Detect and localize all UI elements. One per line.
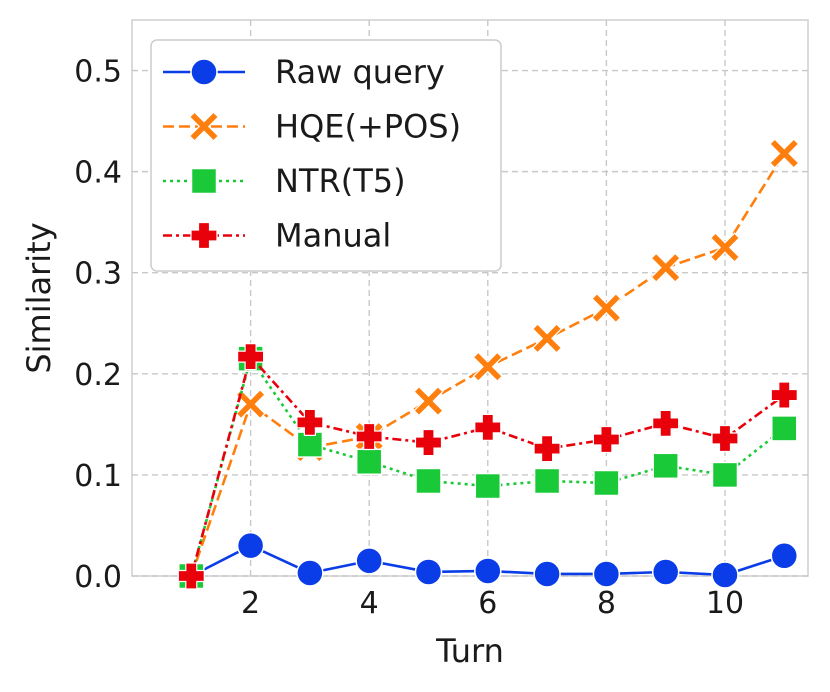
data-point [709, 232, 741, 263]
data-point [355, 422, 383, 451]
data-point [472, 351, 503, 382]
data-point [770, 542, 799, 570]
legend-marker [190, 167, 218, 195]
data-point [711, 424, 739, 453]
data-point [592, 560, 621, 588]
data-point [533, 435, 561, 463]
data-point [711, 461, 739, 489]
legend-label: NTR(T5) [275, 162, 406, 200]
y-axis-label: Similarity [20, 222, 58, 373]
x-tick-label: 10 [706, 586, 744, 621]
data-point [355, 547, 383, 575]
data-point [474, 413, 502, 441]
data-point [296, 408, 324, 436]
ticks: 2 4 6 8 10 0.0 0.1 0.2 0.3 0.4 0.5 [74, 55, 744, 621]
data-point [592, 425, 620, 454]
data-point [236, 343, 265, 371]
series-manual [177, 343, 798, 590]
data-point [414, 428, 443, 457]
legend: Raw query HQE(+POS) NTR(T5) Manual [150, 39, 502, 272]
legend-label: HQE(+POS) [275, 108, 461, 146]
data-point [296, 431, 324, 458]
legend-items: Raw query HQE(+POS) NTR(T5) Manual [163, 53, 461, 255]
data-point [236, 531, 265, 560]
legend-label: Manual [275, 217, 391, 255]
x-axis-label: Turn [435, 632, 504, 670]
y-tick-label: 0.3 [74, 257, 122, 292]
data-point [771, 415, 798, 442]
data-point [652, 452, 679, 480]
x-tick-label: 2 [241, 586, 260, 621]
data-point [296, 559, 324, 587]
data-point [593, 469, 620, 497]
legend-item: NTR(T5) [163, 162, 406, 200]
legend-marker [190, 58, 218, 86]
legend-marker [188, 111, 220, 142]
data-point [651, 558, 680, 586]
data-point [711, 561, 739, 589]
x-tick-label: 4 [360, 586, 379, 621]
y-tick-label: 0.4 [74, 156, 122, 191]
data-point [415, 467, 442, 495]
y-tick-label: 0.2 [74, 358, 122, 393]
x-tick-label: 6 [478, 586, 497, 621]
data-point [533, 467, 561, 495]
data-point [414, 558, 443, 586]
legend-box [150, 39, 502, 272]
data-point [591, 292, 622, 324]
x-tick-label: 8 [597, 586, 616, 621]
data-point [650, 252, 681, 283]
legend-item: Manual [163, 217, 391, 255]
y-tick-label: 0.5 [74, 55, 122, 90]
data-point [531, 323, 563, 354]
legend-item: HQE(+POS) [163, 108, 461, 146]
y-tick-label: 0.1 [74, 459, 122, 494]
data-point [769, 138, 800, 169]
data-point [770, 381, 798, 409]
data-point [652, 409, 680, 437]
data-point [355, 448, 383, 476]
data-point [177, 562, 205, 590]
legend-marker [190, 221, 218, 250]
y-tick-label: 0.0 [74, 560, 122, 595]
legend-label: Raw query [275, 53, 445, 91]
data-point [474, 557, 502, 585]
legend-item: Raw query [163, 53, 445, 91]
series-line [190, 355, 786, 577]
data-point [474, 472, 502, 500]
data-point [533, 560, 561, 588]
data-point [413, 385, 444, 417]
series-layer [176, 138, 800, 592]
